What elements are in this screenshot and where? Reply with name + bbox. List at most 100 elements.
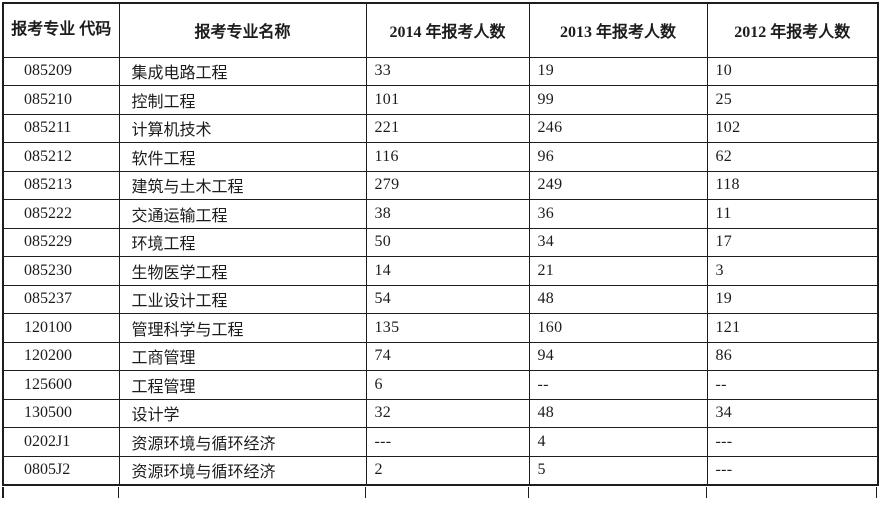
applicants-2012: ---	[706, 455, 879, 485]
applicants-2014: 32	[365, 398, 530, 428]
applicants-2013: 246	[528, 113, 708, 143]
applicants-2012: 62	[706, 142, 879, 172]
major-name: 生物医学工程	[118, 256, 367, 286]
major-code: 085237	[2, 284, 120, 314]
table-row: 085210 控制工程 101 99 25	[2, 85, 879, 115]
applicants-2012: 11	[706, 199, 879, 229]
cut-off-next-row-border-stubs	[2, 487, 877, 498]
applicants-2014: 33	[365, 56, 530, 86]
applicants-2013: 160	[528, 313, 708, 343]
applicants-2013: --	[528, 370, 708, 400]
major-name: 资源环境与循环经济	[118, 427, 367, 457]
applicants-2012: 102	[706, 113, 879, 143]
major-code: 085211	[2, 113, 120, 143]
applicants-2013: 4	[528, 427, 708, 457]
table-border-stub	[365, 487, 366, 498]
major-name: 工商管理	[118, 341, 367, 371]
major-code: 0805J2	[2, 455, 120, 485]
applicants-2014: 101	[365, 85, 530, 115]
header-row: 报考专业 代码 报考专业名称 2014 年报考人数 2013 年报考人数 201…	[2, 2, 879, 58]
table-row: 085222 交通运输工程 38 36 11	[2, 199, 879, 229]
major-name: 计算机技术	[118, 113, 367, 143]
major-code: 085209	[2, 56, 120, 86]
applicants-2012: 34	[706, 398, 879, 428]
applicants-2014: 54	[365, 284, 530, 314]
applicants-2014: 221	[365, 113, 530, 143]
applicants-2014: 279	[365, 170, 530, 200]
applicants-2012: 17	[706, 227, 879, 257]
applicants-2013: 21	[528, 256, 708, 286]
table-row: 0805J2 资源环境与循环经济 2 5 ---	[2, 455, 879, 485]
table-row: 085209 集成电路工程 33 19 10	[2, 56, 879, 86]
applicants-2013: 99	[528, 85, 708, 115]
table-border-stub	[876, 487, 877, 498]
applicants-2013: 5	[528, 455, 708, 485]
major-code: 120200	[2, 341, 120, 371]
major-code: 085230	[2, 256, 120, 286]
major-code: 120100	[2, 313, 120, 343]
table-row: 085212 软件工程 116 96 62	[2, 142, 879, 172]
column-header-major-code: 报考专业 代码	[2, 2, 120, 58]
applicants-2014: 116	[365, 142, 530, 172]
major-name: 软件工程	[118, 142, 367, 172]
table-row: 130500 设计学 32 48 34	[2, 398, 879, 428]
table-body: 085209 集成电路工程 33 19 10 085210 控制工程 101 9…	[2, 56, 879, 485]
applicants-2012: 121	[706, 313, 879, 343]
applicants-2013: 48	[528, 284, 708, 314]
major-name: 资源环境与循环经济	[118, 455, 367, 485]
applicants-2013: 94	[528, 341, 708, 371]
column-header-applicants-2014: 2014 年报考人数	[365, 2, 530, 58]
applicants-2012: 118	[706, 170, 879, 200]
applicants-2013: 19	[528, 56, 708, 86]
applicants-2013: 36	[528, 199, 708, 229]
major-name: 工业设计工程	[118, 284, 367, 314]
major-code: 085213	[2, 170, 120, 200]
column-header-major-name: 报考专业名称	[118, 2, 367, 58]
table-border-stub	[528, 487, 529, 498]
applicants-2014: 74	[365, 341, 530, 371]
table-row: 085229 环境工程 50 34 17	[2, 227, 879, 257]
major-code: 085212	[2, 142, 120, 172]
applicants-2012: 10	[706, 56, 879, 86]
major-code: 125600	[2, 370, 120, 400]
major-code: 085229	[2, 227, 120, 257]
table-border-stub	[706, 487, 707, 498]
table-border-stub	[2, 487, 4, 498]
major-name: 环境工程	[118, 227, 367, 257]
applicants-2014: 2	[365, 455, 530, 485]
applicants-2013: 34	[528, 227, 708, 257]
applicants-2014: ---	[365, 427, 530, 457]
major-code: 085222	[2, 199, 120, 229]
applicants-2014: 38	[365, 199, 530, 229]
applicants-2013: 48	[528, 398, 708, 428]
major-name: 集成电路工程	[118, 56, 367, 86]
applicants-2012: ---	[706, 427, 879, 457]
table-row: 125600 工程管理 6 -- --	[2, 370, 879, 400]
major-name: 建筑与土木工程	[118, 170, 367, 200]
applicants-2014: 14	[365, 256, 530, 286]
major-name: 工程管理	[118, 370, 367, 400]
applicants-2013: 249	[528, 170, 708, 200]
table-row: 085237 工业设计工程 54 48 19	[2, 284, 879, 314]
major-name: 交通运输工程	[118, 199, 367, 229]
applicants-2012: --	[706, 370, 879, 400]
table-border-stub	[118, 487, 119, 498]
applicants-2012: 86	[706, 341, 879, 371]
column-header-applicants-2013: 2013 年报考人数	[528, 2, 708, 58]
column-header-applicants-2012: 2012 年报考人数	[706, 2, 879, 58]
table-row: 120200 工商管理 74 94 86	[2, 341, 879, 371]
table-row: 085211 计算机技术 221 246 102	[2, 113, 879, 143]
major-code: 0202J1	[2, 427, 120, 457]
applicants-2012: 3	[706, 256, 879, 286]
applicants-2014: 6	[365, 370, 530, 400]
applicants-2012: 19	[706, 284, 879, 314]
applicants-2014: 50	[365, 227, 530, 257]
major-name: 管理科学与工程	[118, 313, 367, 343]
applicants-by-major-table: 报考专业 代码 报考专业名称 2014 年报考人数 2013 年报考人数 201…	[2, 2, 879, 486]
table-row: 0202J1 资源环境与循环经济 --- 4 ---	[2, 427, 879, 457]
table-row: 085213 建筑与土木工程 279 249 118	[2, 170, 879, 200]
applicants-2012: 25	[706, 85, 879, 115]
major-name: 设计学	[118, 398, 367, 428]
table-row: 085230 生物医学工程 14 21 3	[2, 256, 879, 286]
